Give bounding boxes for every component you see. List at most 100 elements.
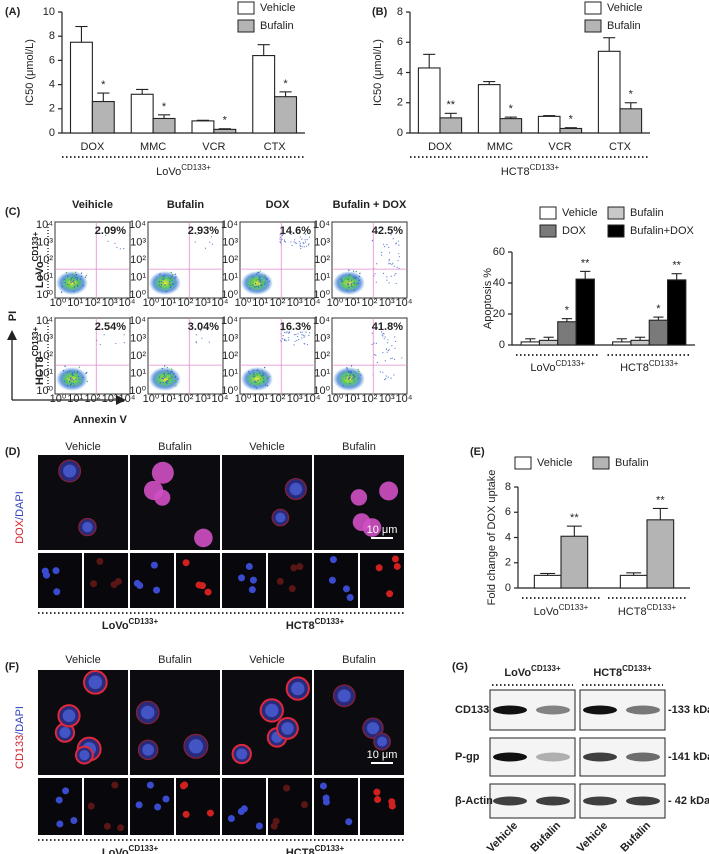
axis-tick: 10² (222, 350, 238, 362)
stain: DOX (14, 519, 26, 544)
event-dot (279, 236, 281, 238)
event-dot (107, 240, 109, 242)
event-dot (73, 290, 75, 292)
significance: ** (672, 260, 681, 272)
error-bar (196, 119, 210, 121)
axis-tick: 10¹ (252, 297, 268, 309)
channel-label: DOX/DAPI (14, 491, 26, 544)
event-dot (72, 281, 74, 283)
legend-swatch (584, 19, 602, 33)
column-title: Bufalin (342, 654, 376, 666)
y-tick-label: 2 (49, 103, 55, 115)
group-label-base: HCT8 (593, 667, 622, 679)
cell (181, 781, 189, 789)
y-tick-label: 0 (397, 127, 403, 139)
x-tick-label-base: LoVo (534, 606, 559, 618)
cell (255, 822, 263, 830)
channel-label: CD133/DAPI (14, 706, 26, 769)
event-dot (305, 331, 307, 333)
event-dot (173, 277, 176, 279)
event-dot (65, 271, 68, 274)
event-dot (258, 382, 261, 385)
panel-label: (B) (372, 6, 388, 18)
axis-tick: 10⁴ (313, 219, 330, 231)
cell (182, 559, 190, 567)
event-dot (256, 369, 259, 371)
event-dot (284, 241, 287, 243)
event-dot (159, 382, 162, 384)
significance: * (629, 89, 634, 101)
x-tick-label: CTX (264, 141, 287, 153)
event-dot (371, 332, 373, 334)
error-bar (75, 25, 88, 43)
cell (62, 787, 70, 795)
event-dot (75, 277, 77, 279)
axis-tick: 10⁰ (50, 393, 67, 405)
event-dot (252, 372, 255, 375)
panel-label: (C) (5, 206, 21, 218)
event-dot (170, 271, 173, 274)
event-dot (398, 244, 400, 246)
event-dot (72, 382, 74, 384)
event-dot (170, 278, 172, 281)
axis-tick: 10² (270, 393, 286, 405)
nucleus (188, 739, 204, 754)
y-tick-label: 6 (397, 36, 403, 48)
event-dot (398, 256, 400, 258)
cell (90, 580, 98, 588)
axis-tick: 10⁴ (304, 297, 321, 309)
event-dot (69, 279, 72, 281)
bar (252, 55, 276, 134)
legend-swatch (607, 206, 625, 220)
event-dot (293, 334, 296, 336)
cell (272, 817, 280, 825)
event-dot (381, 251, 383, 254)
event-dot (158, 376, 161, 379)
legend-swatch (607, 224, 625, 238)
event-dot (171, 371, 174, 373)
event-dot (299, 236, 301, 238)
event-dot (388, 258, 390, 261)
event-dot (164, 284, 166, 286)
row-label: LoVoCD133+ (31, 232, 46, 289)
event-dot (259, 284, 262, 287)
micrograph (38, 455, 128, 550)
axis-tick: 10² (270, 297, 286, 309)
event-dot (303, 336, 305, 338)
bar (559, 127, 583, 134)
cell (345, 818, 353, 826)
error-bar (257, 44, 270, 56)
event-dot (345, 277, 348, 279)
quadrant-percent: 14.6% (280, 225, 311, 237)
event-dot (390, 357, 392, 360)
event-dot (70, 378, 72, 381)
axis-tick: 10² (85, 393, 101, 405)
y-tick-label: 4 (505, 531, 511, 543)
axis-tick: 10⁴ (313, 315, 330, 327)
axis-tick: 10³ (379, 297, 395, 309)
event-dot (246, 282, 249, 285)
event-dot (395, 242, 398, 244)
event-dot (344, 372, 346, 374)
legend-label: Vehicle (260, 2, 295, 14)
event-dot (353, 277, 355, 279)
event-dot (358, 370, 360, 372)
bar (274, 96, 298, 134)
event-dot (66, 381, 68, 384)
event-dot (73, 282, 75, 284)
event-dot (357, 377, 360, 380)
event-dot (401, 357, 403, 359)
event-dot (386, 279, 388, 281)
event-dot (164, 374, 166, 377)
event-dot (284, 338, 286, 340)
arrow-head (7, 330, 17, 340)
nucleus (291, 681, 305, 696)
nucleus (59, 727, 71, 739)
event-dot (162, 377, 165, 380)
lane-label: Bufalin (528, 819, 563, 854)
event-dot (266, 384, 269, 387)
error-bar (566, 525, 582, 537)
y-tick-label: 60 (493, 246, 505, 258)
axis-tick: 10³ (287, 297, 303, 309)
group-label-sup: CD133+ (181, 163, 211, 172)
